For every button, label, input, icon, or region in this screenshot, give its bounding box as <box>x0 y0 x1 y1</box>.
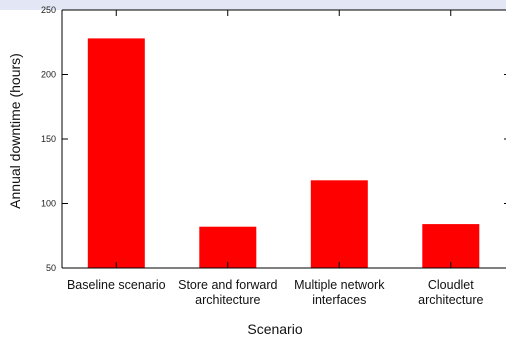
bar-3 <box>310 180 368 268</box>
y-tick-label-150: 150 <box>41 134 56 144</box>
y-axis-title: Annual downtime (hours) <box>7 53 23 209</box>
x-category-label-3-line-2: interfaces <box>312 293 366 307</box>
x-category-label-1-line-1: Baseline scenario <box>67 278 166 292</box>
x-category-label-2: Store and forward architecture <box>178 278 277 307</box>
y-tick-label-200: 200 <box>41 70 56 80</box>
window-top-strip <box>0 0 506 10</box>
y-tick-label-50: 50 <box>46 263 56 273</box>
x-category-label-3: Multiple network interfaces <box>294 278 385 307</box>
y-tick-label-100: 100 <box>41 199 56 209</box>
x-category-label-1: Baseline scenario <box>67 278 166 292</box>
bar-1 <box>87 38 145 269</box>
x-category-label-4-line-2: architecture <box>418 293 483 307</box>
bars-layer <box>87 38 480 269</box>
x-category-label-4: Cloudlet architecture <box>418 278 483 307</box>
x-category-label-2-line-1: Store and forward <box>178 278 277 292</box>
bar-2 <box>199 226 257 268</box>
x-category-label-4-line-1: Cloudlet <box>428 278 474 292</box>
x-category-label-2-line-2: architecture <box>195 293 260 307</box>
bar-4 <box>422 224 480 268</box>
y-tick-label-250: 250 <box>41 5 56 15</box>
x-axis-title: Scenario <box>247 321 302 337</box>
axes-layer <box>61 9 506 269</box>
labels-layer: 50 100 150 200 250 Baseline scenario Store and… <box>41 5 484 307</box>
x-category-label-3-line-1: Multiple network <box>294 278 385 292</box>
